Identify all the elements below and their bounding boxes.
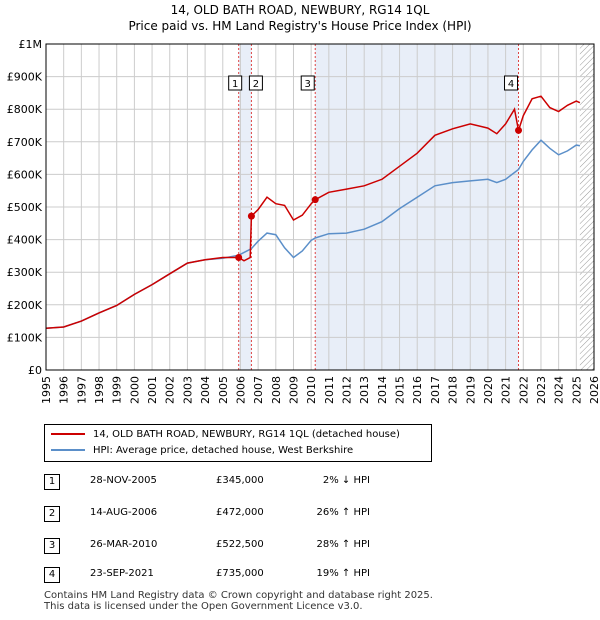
x-tick-label: 2016: [411, 376, 424, 404]
legend-item-hpi: HPI: Average price, detached house, West…: [51, 444, 353, 458]
x-tick-label: 2022: [517, 376, 530, 404]
sale-number: 2: [44, 506, 60, 522]
x-tick-label: 1996: [58, 376, 71, 404]
sale-hpi-diff: 19% ↑ HPI: [316, 568, 370, 579]
footer: Contains HM Land Registry data © Crown c…: [44, 590, 433, 612]
x-tick-label: 2008: [270, 376, 283, 404]
legend-swatch-red: [51, 433, 85, 435]
y-tick-label: £700K: [7, 136, 43, 149]
x-tick-label: 2025: [570, 376, 583, 404]
sale-label-box: [248, 75, 263, 91]
sale-row: 3 26-MAR-2010 £522,500 28% ↑ HPI: [0, 538, 600, 556]
x-tick-label: 2018: [447, 376, 460, 404]
price-chart: £0 £100K £200K £300K £400K £500K £600K £700K £80…: [7, 38, 600, 404]
sale-label-box: [504, 75, 519, 91]
x-tick-label: 2010: [305, 376, 318, 404]
y-tick-label: £600K: [7, 168, 43, 181]
sale-row: 1 28-NOV-2005 £345,000 2% ↓ HPI: [0, 474, 600, 492]
x-tick-label: 2009: [287, 376, 300, 404]
x-tick-label: 2005: [217, 376, 230, 404]
x-tick-label: 2002: [164, 376, 177, 404]
sale-point: [247, 212, 255, 220]
footer-license: This data is licensed under the Open Gov…: [44, 601, 363, 612]
sale-date: 14-AUG-2006: [90, 507, 158, 518]
sale-label-text: 4: [508, 79, 514, 90]
sale-point: [515, 126, 523, 134]
sale-row: 2 14-AUG-2006 £472,000 26% ↑ HPI: [0, 506, 600, 524]
legend-swatch-blue: [51, 449, 85, 451]
sale-date: 28-NOV-2005: [90, 475, 157, 486]
x-tick-label: 1997: [75, 376, 88, 404]
y-tick-label: £1M: [19, 38, 43, 51]
chart-legend: 14, OLD BATH ROAD, NEWBURY, RG14 1QL (de…: [44, 424, 432, 462]
y-tick-label: £200K: [7, 299, 43, 312]
x-tick-label: 2017: [429, 376, 442, 404]
x-tick-label: 1998: [93, 376, 106, 404]
legend-label-property: 14, OLD BATH ROAD, NEWBURY, RG14 1QL (de…: [93, 429, 400, 440]
sale-label-box: [228, 75, 243, 91]
x-tick-label: 2024: [553, 376, 566, 404]
x-tick-label: 2026: [588, 376, 600, 404]
sale-number: 4: [44, 567, 60, 583]
chart-subtitle: Price paid vs. HM Land Registry's House …: [128, 19, 472, 33]
sale-hpi-diff: 28% ↑ HPI: [316, 539, 370, 550]
sale-point: [235, 254, 243, 262]
sale-price: £472,000: [216, 507, 264, 518]
sale-point: [311, 196, 319, 204]
legend-label-hpi: HPI: Average price, detached house, West…: [93, 445, 354, 456]
sale-label-text: 2: [253, 79, 259, 90]
x-tick-label: 2007: [252, 376, 265, 404]
x-tick-label: 1999: [111, 376, 124, 404]
x-tick-label: 2023: [535, 376, 548, 404]
x-tick-label: 2021: [500, 376, 513, 404]
y-tick-label: £100K: [7, 331, 43, 344]
legend-item-property: 14, OLD BATH ROAD, NEWBURY, RG14 1QL (de…: [51, 428, 400, 442]
sale-row: 4 23-SEP-2021 £735,000 19% ↑ HPI: [0, 567, 600, 585]
x-tick-label: 2020: [482, 376, 495, 404]
x-tick-label: 2015: [394, 376, 407, 404]
plot-frame: [45, 43, 595, 371]
chart-title: 14, OLD BATH ROAD, NEWBURY, RG14 1QL: [170, 3, 430, 17]
sale-date: 23-SEP-2021: [90, 568, 154, 579]
sale-label-text: 3: [305, 79, 311, 90]
y-tick-label: £800K: [7, 103, 43, 116]
sale-hpi-diff: 26% ↑ HPI: [316, 507, 370, 518]
sale-price: £345,000: [216, 475, 264, 486]
sale-number: 3: [44, 538, 60, 554]
y-tick-label: £0: [28, 364, 42, 377]
x-tick-label: 2001: [146, 376, 159, 404]
sale-number: 1: [44, 474, 60, 490]
x-tick-label: 2000: [128, 376, 141, 404]
x-tick-label: 1995: [40, 376, 53, 404]
x-tick-label: 2012: [341, 376, 354, 404]
sale-price: £522,500: [216, 539, 264, 550]
footer-copyright: Contains HM Land Registry data © Crown c…: [44, 590, 433, 601]
y-tick-label: £900K: [7, 71, 43, 84]
sale-price: £735,000: [216, 568, 264, 579]
x-tick-label: 2013: [358, 376, 371, 404]
sale-date: 26-MAR-2010: [90, 539, 158, 550]
x-tick-label: 2019: [464, 376, 477, 404]
y-tick-label: £300K: [7, 266, 43, 279]
x-tick-label: 2014: [376, 376, 389, 404]
x-tick-label: 2006: [234, 376, 247, 404]
y-tick-label: £400K: [7, 234, 43, 247]
x-tick-label: 2004: [199, 376, 212, 404]
x-tick-label: 2003: [181, 376, 194, 404]
sale-hpi-diff: 2% ↓ HPI: [322, 475, 370, 486]
sale-label-box: [300, 75, 315, 91]
x-tick-label: 2011: [323, 376, 336, 404]
sale-label-text: 1: [232, 79, 238, 90]
y-tick-label: £500K: [7, 201, 43, 214]
